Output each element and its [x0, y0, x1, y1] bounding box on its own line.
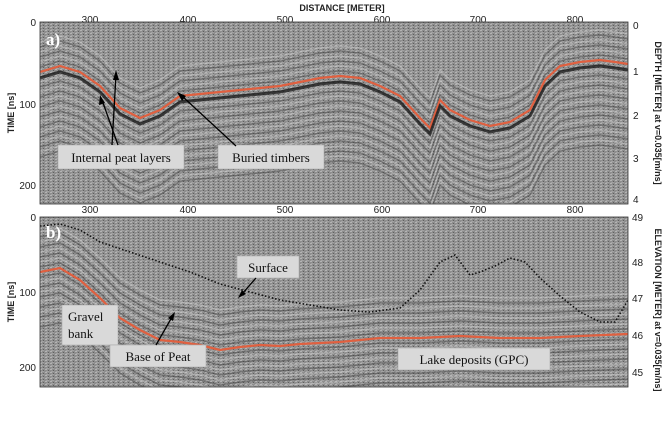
x-tick-top-500: 500 — [277, 15, 294, 26]
panel-b-letter: b) — [46, 223, 61, 242]
svg-text:Lake deposits (GPC): Lake deposits (GPC) — [419, 352, 528, 367]
x-tick-mid-600: 600 — [374, 205, 391, 216]
x-tick-top-300: 300 — [82, 15, 99, 26]
x-tick-top-600: 600 — [374, 15, 391, 26]
panel-a-reflector-shadow — [40, 64, 628, 137]
panel-b: 300 400 500 600 700 800 b) TIME [ns] 0 100 20… — [6, 205, 663, 392]
annotation-internal-peat-layers: Internal peat layers — [57, 70, 185, 170]
svg-text:Surface: Surface — [248, 260, 288, 275]
svg-text:Buried timbers: Buried timbers — [232, 150, 310, 165]
panel-a-right-tick-4: 4 — [633, 195, 639, 206]
panel-b-right-tick-47: 47 — [632, 294, 644, 305]
panel-a-right-tick-2: 2 — [633, 111, 639, 122]
x-axis-title: DISTANCE [METER] — [299, 3, 384, 13]
annotation-base-of-peat: Base of Peat — [109, 312, 207, 368]
x-axis-ticks-top: 300 400 500 600 700 800 — [82, 15, 584, 26]
x-tick-top-400: 400 — [180, 15, 197, 26]
x-tick-mid-400: 400 — [180, 205, 197, 216]
panel-a-right-tick-1: 1 — [633, 67, 639, 78]
panel-b-right-tick-45: 45 — [632, 368, 644, 379]
panel-a-left-tick-100: 100 — [19, 100, 36, 111]
x-tick-top-800: 800 — [567, 15, 584, 26]
panel-a-right-tick-3: 3 — [633, 154, 639, 165]
panel-a-letter: a) — [46, 30, 60, 49]
panel-a-right-tick-0: 0 — [633, 21, 639, 32]
panel-b-right-axis-title: ELEVATION [METER] at v=0.035[m/ns] — [653, 229, 663, 392]
annotation-gravel-bank: Gravel bank — [61, 304, 119, 346]
x-tick-top-700: 700 — [470, 15, 487, 26]
x-tick-mid-500: 500 — [277, 205, 294, 216]
annotation-surface: Surface — [236, 255, 300, 298]
svg-text:Base of Peat: Base of Peat — [126, 349, 191, 364]
x-tick-mid-700: 700 — [470, 205, 487, 216]
svg-text:Internal peat layers: Internal peat layers — [71, 150, 171, 165]
x-axis-ticks-panel-a-bottom: 300 400 500 600 700 800 — [82, 205, 584, 216]
panel-b-right-tick-48: 48 — [632, 258, 644, 269]
panel-b-left-tick-0: 0 — [30, 213, 36, 224]
panel-a-right-axis-title: DEPTH [METER] at v=0.035[m/ns] — [653, 41, 663, 184]
svg-text:bank: bank — [68, 326, 94, 341]
annotation-lake-deposits: Lake deposits (GPC) — [397, 347, 551, 371]
panel-b-left-axis-title: TIME [ns] — [6, 282, 16, 323]
panel-b-left-tick-200: 200 — [19, 363, 36, 374]
panel-b-left-tick-100: 100 — [19, 288, 36, 299]
panel-a-base-reflector — [40, 58, 628, 131]
panel-a-left-axis-title: TIME [ns] — [6, 93, 16, 134]
x-tick-mid-800: 800 — [567, 205, 584, 216]
svg-text:Gravel: Gravel — [68, 309, 104, 324]
panel-b-right-tick-46: 46 — [632, 331, 644, 342]
panel-a-left-tick-200: 200 — [19, 181, 36, 192]
x-tick-mid-300: 300 — [82, 205, 99, 216]
annotation-buried-timbers: Buried timbers — [177, 92, 325, 170]
panel-a: a) TIME [ns] 0 100 200 DEPTH [METER] at … — [6, 18, 663, 206]
panel-a-left-tick-0: 0 — [30, 18, 36, 29]
panel-b-right-tick-49: 49 — [632, 213, 644, 224]
